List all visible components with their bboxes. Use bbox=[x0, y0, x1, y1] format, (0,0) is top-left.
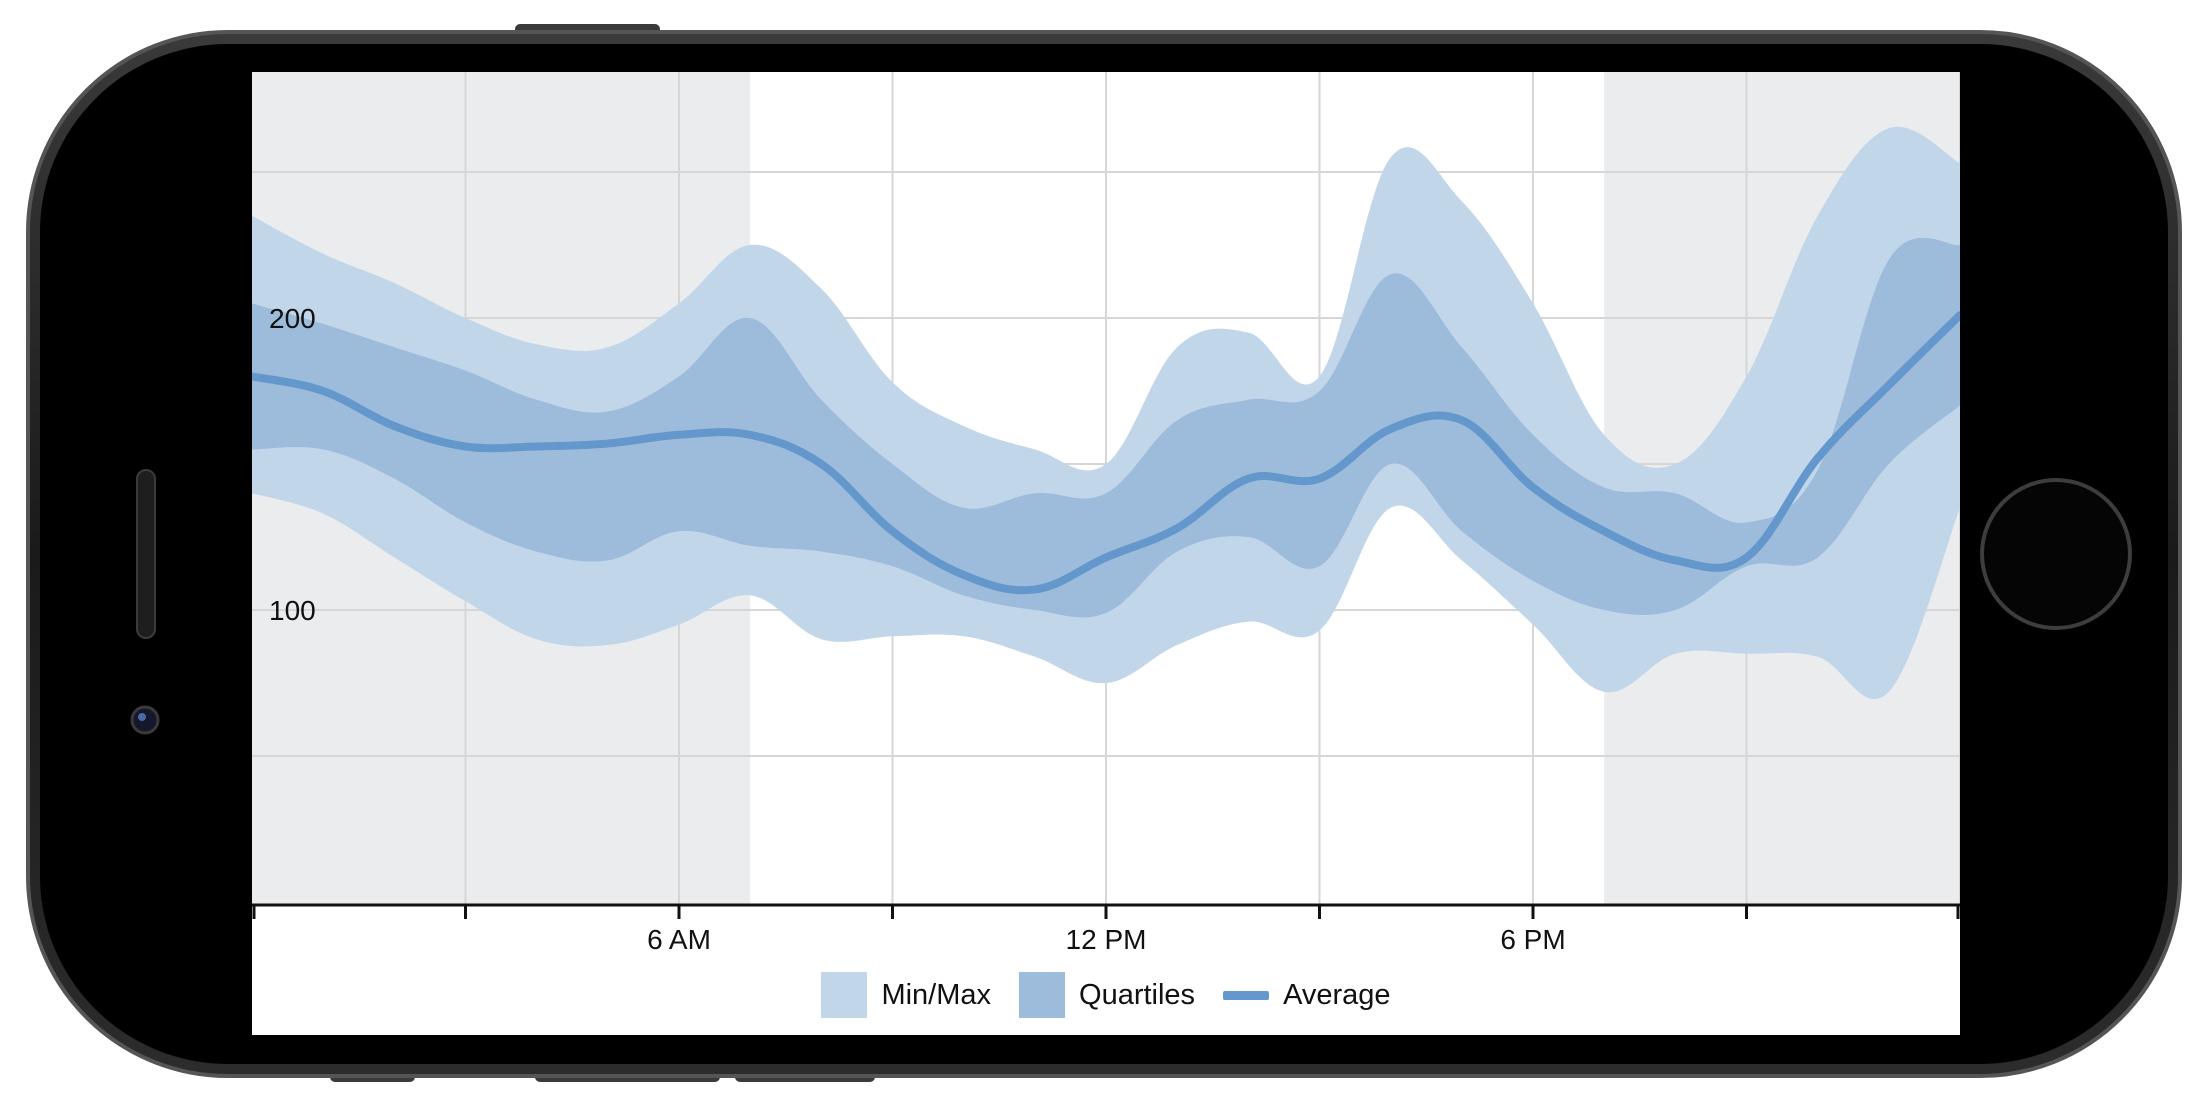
x-tick-label-6: 6 AM bbox=[647, 924, 711, 955]
legend-label-minmax: Min/Max bbox=[881, 978, 992, 1011]
y-axis-labels: 200 100 bbox=[269, 303, 316, 626]
quartile-band bbox=[252, 237, 1960, 618]
speaker-slot bbox=[136, 469, 156, 639]
y-tick-label-200: 200 bbox=[269, 303, 316, 334]
x-axis-ticks: 6 AM 12 PM 6 PM bbox=[252, 905, 1960, 955]
x-tick-label-18: 6 PM bbox=[1500, 924, 1565, 955]
average-line bbox=[252, 311, 1960, 595]
screen: 200 100 6 AM 12 PM 6 PM Min/Max Quartiles A… bbox=[252, 72, 1960, 1035]
x-tick-label-12: 12 PM bbox=[1066, 924, 1147, 955]
front-camera-icon bbox=[130, 705, 160, 735]
legend-item-average[interactable]: Average bbox=[1223, 979, 1391, 1012]
home-button[interactable] bbox=[1980, 478, 2132, 630]
legend-swatch-quartiles bbox=[1019, 972, 1066, 1018]
legend-item-minmax[interactable]: Min/Max bbox=[821, 972, 991, 1018]
legend-swatch-average bbox=[1223, 990, 1270, 1000]
y-tick-label-100: 100 bbox=[269, 595, 316, 626]
legend-swatch-minmax bbox=[821, 972, 868, 1018]
legend: Min/Max Quartiles Average bbox=[252, 972, 1960, 1018]
legend-label-average: Average bbox=[1283, 978, 1391, 1011]
legend-item-quartiles[interactable]: Quartiles bbox=[1019, 972, 1195, 1018]
legend-label-quartiles: Quartiles bbox=[1079, 978, 1196, 1011]
camera-lens-icon bbox=[138, 713, 146, 721]
chart: 200 100 6 AM 12 PM 6 PM bbox=[252, 72, 1960, 955]
